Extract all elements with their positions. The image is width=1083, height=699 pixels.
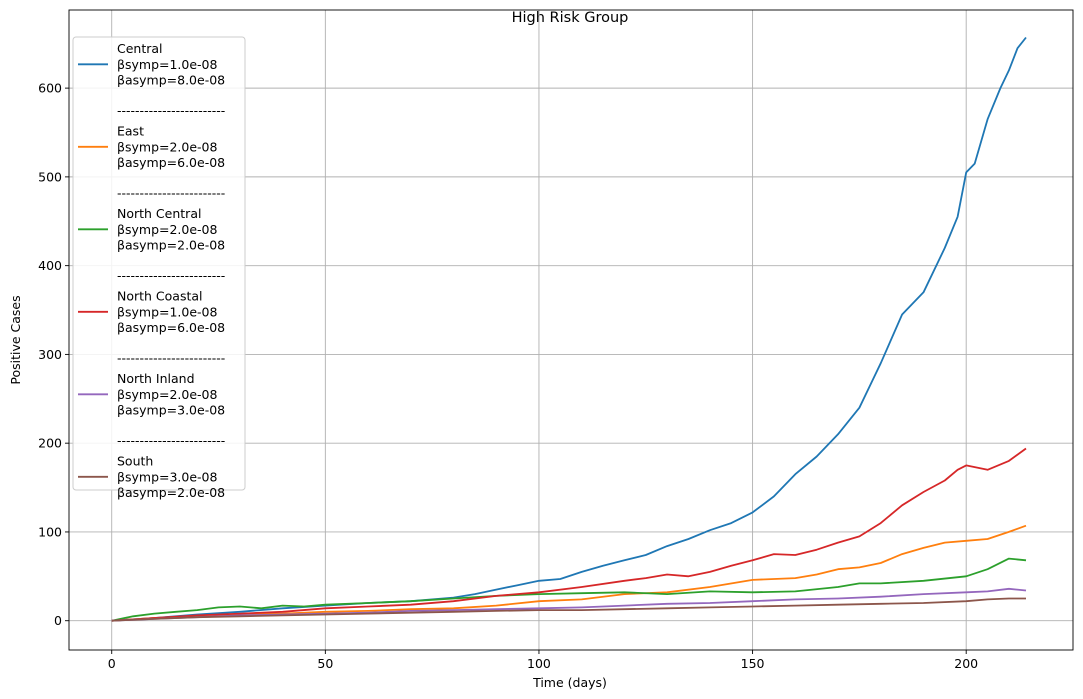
x-tick-label: 50	[317, 656, 333, 671]
y-tick-label: 100	[38, 524, 62, 539]
y-tick-label: 200	[38, 436, 62, 451]
y-tick-label: 400	[38, 258, 62, 273]
y-tick-label: 600	[38, 81, 62, 96]
x-tick-label: 0	[108, 656, 116, 671]
legend-label-north-central: βsymp=2.0e-08	[117, 222, 218, 237]
y-tick-label: 0	[54, 613, 62, 628]
legend-separator: ------------------------	[117, 433, 225, 448]
y-tick-label: 300	[38, 347, 62, 362]
x-tick-label: 150	[741, 656, 765, 671]
legend-label-north-inland: North Inland	[117, 371, 195, 386]
series-line-central	[111, 36, 1027, 622]
series-line-east	[111, 524, 1027, 622]
legend-label-north-central: βasymp=2.0e-08	[117, 238, 225, 253]
legend-separator: ------------------------	[117, 103, 225, 118]
legend: Centralβsymp=1.0e-08βasymp=8.0e-08------…	[72, 36, 246, 500]
legend-label-north-coastal: βasymp=6.0e-08	[117, 320, 225, 335]
legend-label-north-inland: βsymp=2.0e-08	[117, 387, 218, 402]
legend-label-south: South	[117, 454, 153, 469]
legend-label-south: βsymp=3.0e-08	[117, 469, 218, 484]
legend-label-north-inland: βasymp=3.0e-08	[117, 403, 225, 418]
plot-frame	[68, 9, 1074, 651]
legend-label-central: βasymp=8.0e-08	[117, 73, 225, 88]
x-tick-label: 200	[954, 656, 978, 671]
legend-label-east: East	[117, 124, 144, 139]
x-axis-label: Time (days)	[532, 675, 607, 690]
axis-ticks: 0 50 100 150 200 0 100 200 300 400 500 600	[38, 81, 978, 671]
series-line-north-coastal	[111, 447, 1027, 622]
legend-label-central: Central	[117, 41, 163, 56]
legend-label-north-coastal: North Coastal	[117, 289, 203, 304]
y-tick-label: 500	[38, 169, 62, 184]
chart-title: High Risk Group	[512, 10, 629, 26]
y-axis-label: Positive Cases	[8, 295, 23, 384]
legend-separator: ------------------------	[117, 186, 225, 201]
legend-separator: ------------------------	[117, 351, 225, 366]
legend-box	[72, 36, 246, 491]
legend-label-north-coastal: βsymp=1.0e-08	[117, 304, 218, 319]
legend-label-central: βsymp=1.0e-08	[117, 57, 218, 72]
x-tick-label: 100	[527, 656, 551, 671]
legend-label-east: βsymp=2.0e-08	[117, 139, 218, 154]
legend-label-south: βasymp=2.0e-08	[117, 485, 225, 500]
legend-separator: ------------------------	[117, 268, 225, 283]
series-lines	[111, 36, 1027, 622]
legend-label-east: βasymp=6.0e-08	[117, 155, 225, 170]
legend-label-north-central: North Central	[117, 206, 201, 221]
series-line-south	[111, 597, 1026, 622]
